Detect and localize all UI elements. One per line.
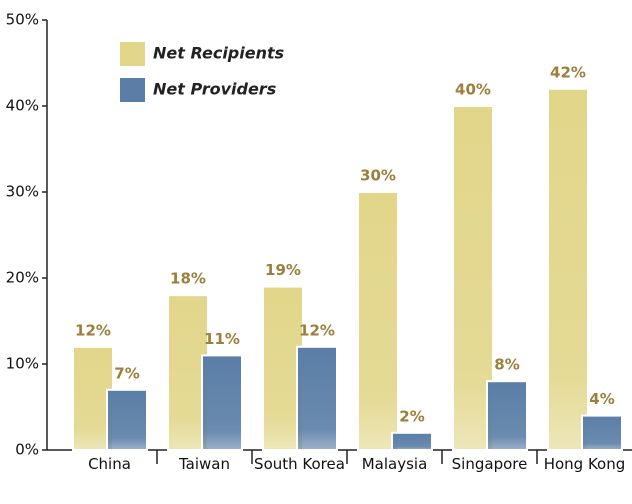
data-label: 42% [550, 63, 586, 81]
data-label: 4% [589, 390, 614, 408]
y-tick-label: 0% [15, 441, 39, 459]
x-tick-label: China [88, 455, 131, 473]
legend-label: Net Providers [153, 80, 276, 99]
x-tick-label: Malaysia [361, 455, 428, 473]
bar [106, 388, 148, 451]
data-label: 19% [265, 261, 301, 279]
bar [452, 105, 494, 451]
legend-swatch [120, 78, 145, 102]
data-label: 12% [299, 321, 335, 339]
bar [201, 354, 243, 451]
y-tick-label: 30% [6, 183, 39, 201]
y-tick-label: 10% [6, 355, 39, 373]
data-label: 18% [170, 270, 206, 288]
x-tick-label: Taiwan [178, 455, 230, 473]
bar [296, 345, 338, 451]
data-label: 11% [204, 330, 240, 348]
bar [357, 191, 399, 451]
data-label: 40% [455, 81, 491, 99]
data-label: 2% [399, 407, 424, 425]
bar [547, 87, 589, 452]
x-tick-label: Hong Kong [543, 455, 626, 473]
legend-swatch [120, 42, 145, 66]
legend-label: Net Recipients [153, 44, 284, 63]
data-label: 8% [494, 356, 519, 374]
y-tick-label: 40% [6, 97, 39, 115]
x-tick-label: South Korea [254, 455, 345, 473]
data-label: 30% [360, 167, 396, 185]
bar [486, 380, 528, 452]
bar [391, 431, 433, 451]
data-label: 12% [75, 321, 111, 339]
bar [581, 414, 623, 452]
data-label: 7% [114, 364, 139, 382]
x-tick-label: Singapore [451, 455, 528, 473]
y-tick-label: 20% [6, 269, 39, 287]
y-tick-label: 50% [6, 11, 39, 29]
